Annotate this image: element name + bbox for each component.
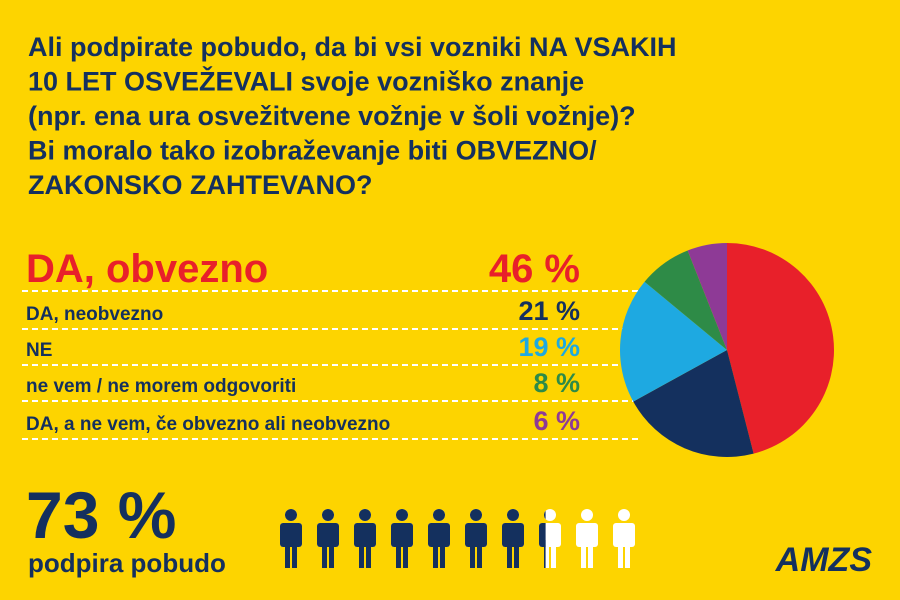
- person-icon: [613, 509, 635, 568]
- summary-value: 73 %: [26, 478, 176, 552]
- icon-head: [285, 509, 297, 521]
- person-icon: [317, 509, 339, 568]
- icon-body: [354, 523, 376, 547]
- icon-body: [391, 523, 413, 547]
- title-line: (npr. ena ura osvežitvene vožnje v šoli …: [28, 101, 636, 131]
- person-fill: [539, 510, 546, 568]
- value-label: 6 %: [533, 406, 580, 436]
- icon-leg: [507, 540, 512, 568]
- icon-body: [317, 523, 339, 547]
- icon-leg: [440, 540, 445, 568]
- category-label: DA, a ne vem, če obvezno ali neobvezno: [26, 414, 390, 435]
- icon-leg: [581, 540, 586, 568]
- pie-slice: [727, 243, 834, 454]
- icon-head: [544, 509, 556, 521]
- icon-leg: [359, 540, 364, 568]
- title-line: ZAKONSKO ZAHTEVANO?: [28, 170, 373, 200]
- person-icon: [391, 509, 413, 568]
- value-label: 8 %: [533, 368, 580, 398]
- icon-leg: [544, 540, 546, 568]
- icon-body: [280, 523, 302, 547]
- person-icon: [465, 509, 487, 568]
- person-fill: [354, 509, 376, 568]
- icon-leg: [551, 540, 556, 568]
- person-fill: [317, 509, 339, 568]
- category-label: DA, neobvezno: [26, 304, 163, 325]
- value-label: 46 %: [489, 247, 580, 291]
- icon-head: [396, 509, 408, 521]
- category-label: DA, obvezno: [26, 247, 268, 291]
- icon-leg: [625, 540, 630, 568]
- icon-leg: [285, 540, 290, 568]
- title-line: Bi moralo tako izobraževanje biti OBVEZN…: [28, 136, 597, 166]
- icon-body: [576, 523, 598, 547]
- icon-leg: [403, 540, 408, 568]
- icon-head: [507, 509, 519, 521]
- category-label: NE: [26, 340, 52, 361]
- icon-leg: [514, 540, 519, 568]
- person-fill: [391, 509, 413, 568]
- brand-logo: AMZS: [775, 541, 873, 579]
- icon-leg: [544, 540, 549, 568]
- person-icon: [576, 509, 598, 568]
- summary-label: podpira pobudo: [28, 548, 226, 578]
- icon-body: [539, 523, 546, 547]
- icon-head: [433, 509, 445, 521]
- pie-slice: [644, 250, 727, 350]
- person-icon: [354, 509, 376, 568]
- title-line: Ali podpirate pobudo, da bi vsi vozniki …: [28, 32, 677, 62]
- icon-leg: [366, 540, 371, 568]
- icon-leg: [477, 540, 482, 568]
- icon-leg: [396, 540, 401, 568]
- icon-leg: [618, 540, 623, 568]
- icon-leg: [322, 540, 327, 568]
- icon-leg: [588, 540, 593, 568]
- icon-body: [428, 523, 450, 547]
- icon-head: [544, 510, 546, 520]
- icon-body: [502, 523, 524, 547]
- pie-slice: [687, 243, 727, 350]
- person-icon: [502, 509, 524, 568]
- person-icon: [428, 509, 450, 568]
- person-icon: [280, 509, 302, 568]
- icon-leg: [292, 540, 297, 568]
- value-label: 19 %: [518, 332, 580, 362]
- person-fill: [502, 509, 524, 568]
- icon-head: [322, 509, 334, 521]
- icon-head: [359, 509, 371, 521]
- category-label: ne vem / ne morem odgovoriti: [26, 376, 296, 397]
- pie-slice: [620, 281, 727, 402]
- value-label: 21 %: [518, 296, 580, 326]
- icon-head: [618, 509, 630, 521]
- icon-body: [613, 523, 635, 547]
- person-fill: [428, 509, 450, 568]
- title-line: 10 LET OSVEŽEVALI svoje vozniško znanje: [28, 66, 584, 97]
- person-fill: [280, 509, 302, 568]
- person-icon: [539, 509, 561, 568]
- icon-leg: [470, 540, 475, 568]
- icon-leg: [329, 540, 334, 568]
- person-fill: [465, 509, 487, 568]
- icon-leg: [433, 540, 438, 568]
- pie-slice: [633, 350, 754, 457]
- icon-head: [581, 509, 593, 521]
- icon-head: [470, 509, 482, 521]
- icon-body: [465, 523, 487, 547]
